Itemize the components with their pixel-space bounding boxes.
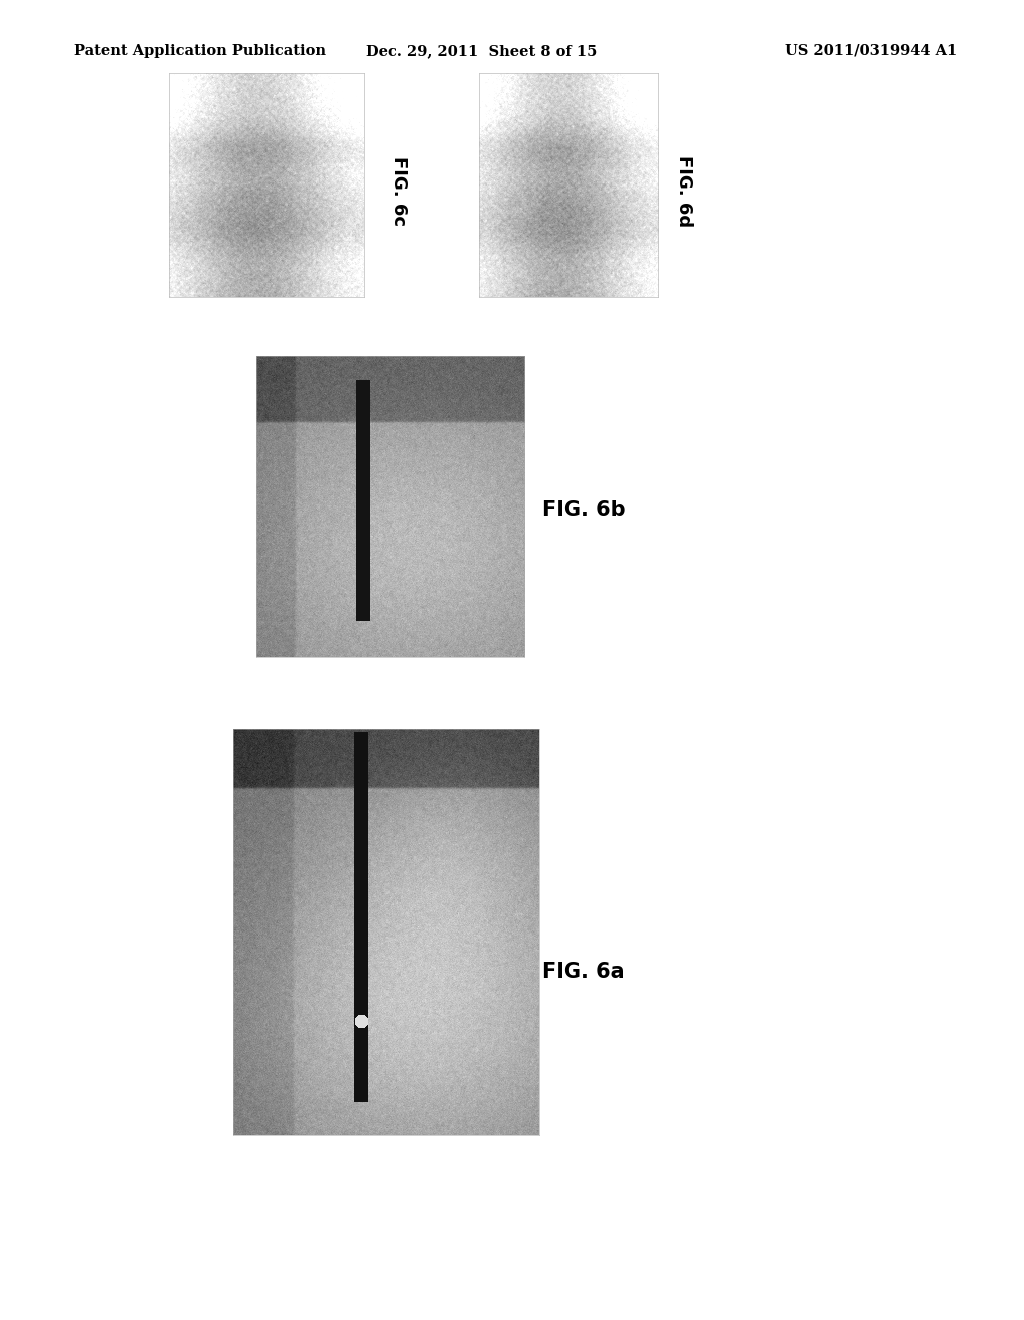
Text: FIG. 6a: FIG. 6a <box>543 961 625 982</box>
Text: FIG. 6d: FIG. 6d <box>675 156 693 227</box>
Text: US 2011/0319944 A1: US 2011/0319944 A1 <box>785 44 957 58</box>
Text: Patent Application Publication: Patent Application Publication <box>74 44 326 58</box>
Text: FIG. 6c: FIG. 6c <box>390 156 409 227</box>
Text: Dec. 29, 2011  Sheet 8 of 15: Dec. 29, 2011 Sheet 8 of 15 <box>366 44 597 58</box>
Text: FIG. 6b: FIG. 6b <box>542 499 626 520</box>
